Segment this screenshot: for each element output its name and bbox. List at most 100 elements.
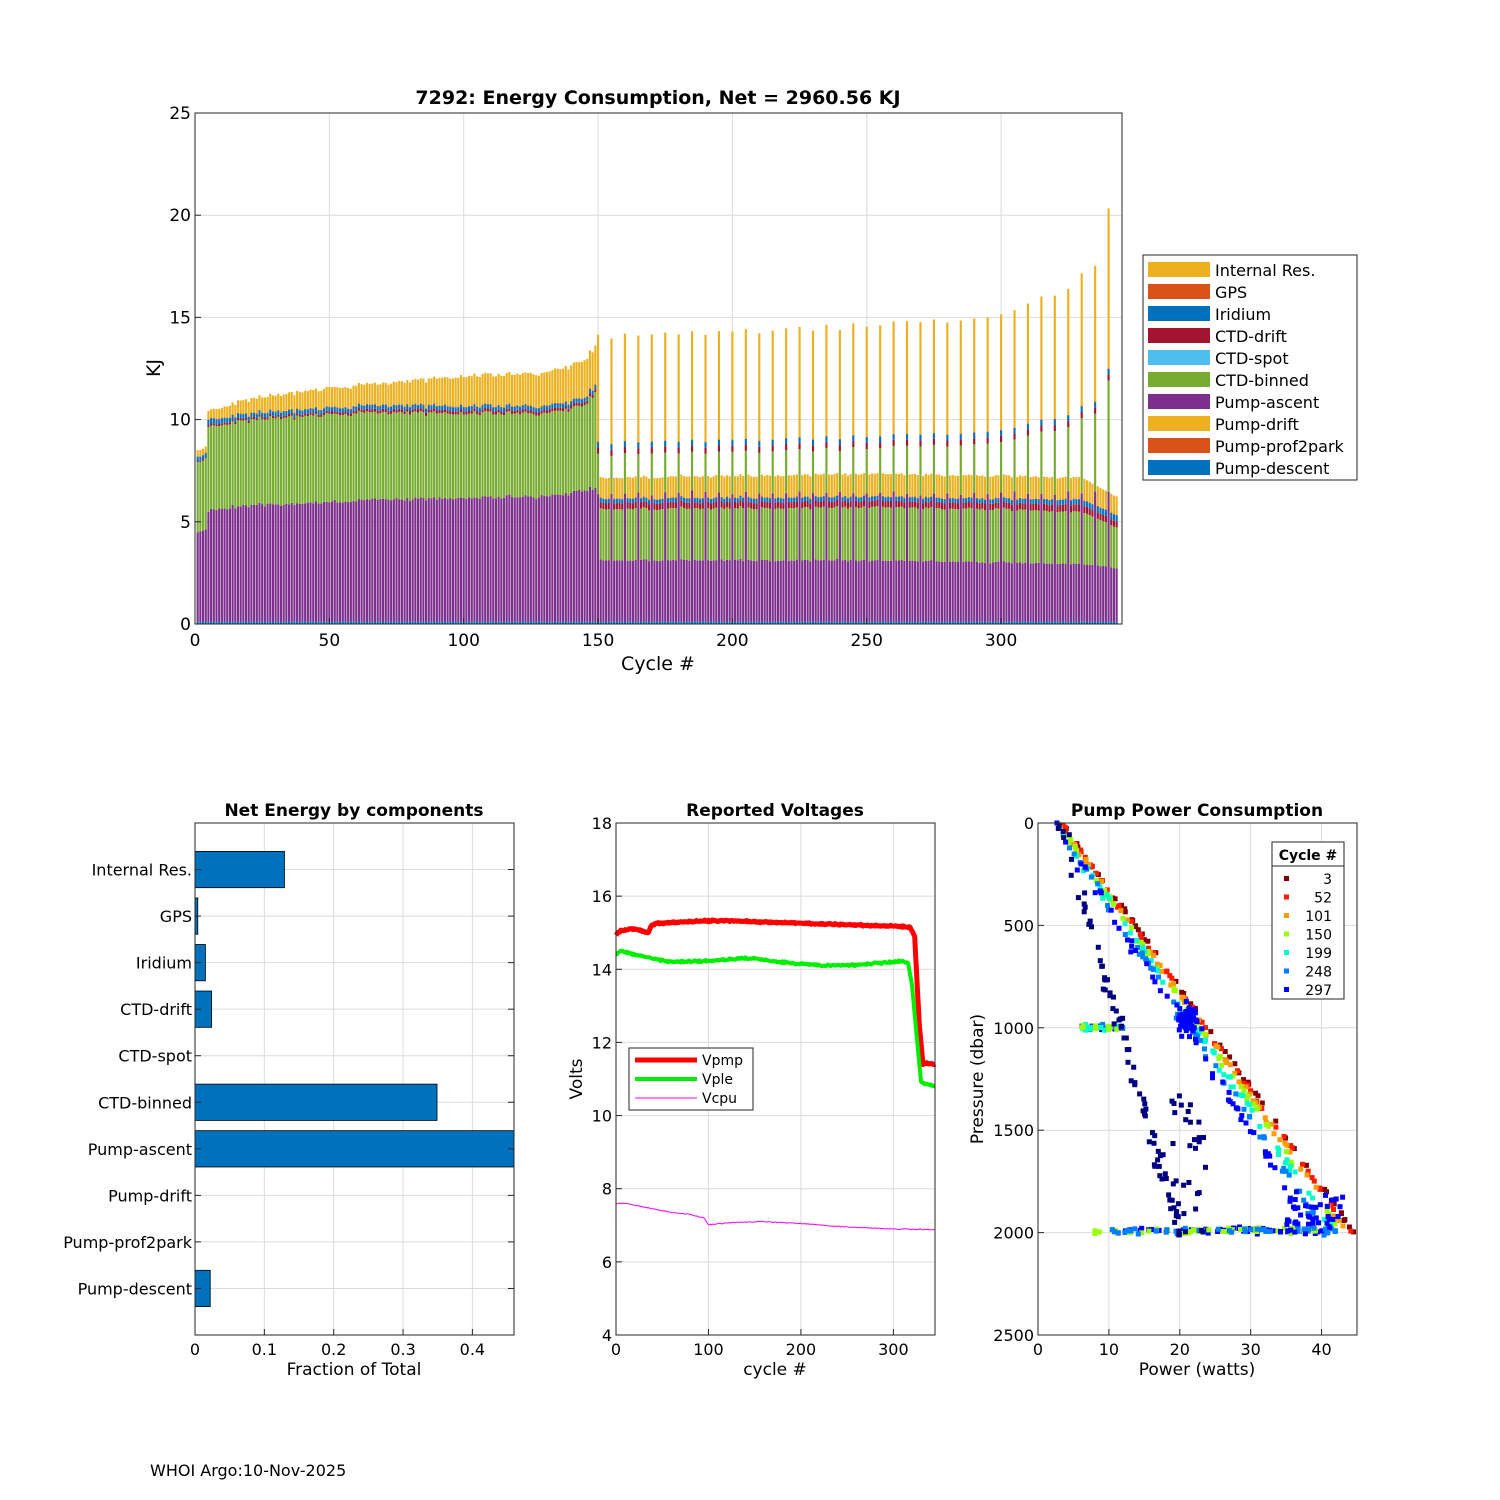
energy-bar-segment [739,558,742,622]
pump-point [1332,1221,1338,1227]
energy-bar-segment [639,498,643,503]
energy-bar-segment [196,461,199,463]
energy-bar-segment [572,398,575,404]
energy-bar-segment [607,621,610,624]
energy-bar-segment [478,377,481,408]
energy-bar-segment [908,497,911,502]
energy-bar-segment [376,499,379,622]
pump-point [1063,839,1069,845]
energy-bar-segment [438,621,441,624]
pump-point [1246,1102,1252,1108]
energy-bar-segment [989,476,992,500]
energy-bar-segment [793,497,796,498]
energy-bar-segment [467,405,471,407]
energy-bar-segment [591,352,594,391]
energy-bar-segment [486,408,489,412]
pump-point [1116,1017,1122,1023]
energy-bar-segment [994,621,997,624]
energy-bar-segment [725,507,729,560]
pump-point [1287,1163,1293,1169]
energy-bar-segment [648,621,651,624]
energy-bar-segment [758,446,761,453]
energy-bar-segment [938,507,941,562]
energy-bar-segment [1069,505,1073,513]
energy-bar-segment [540,413,543,496]
energy-bar-segment [392,404,395,409]
energy-bar-segment [433,408,436,412]
energy-bar-segment [247,507,250,622]
energy-bar-segment [322,621,326,624]
energy-bar-segment [1094,491,1097,622]
pump-point [1111,1021,1117,1027]
energy-bar-segment [750,508,753,561]
energy-bar-segment [532,407,535,412]
energy-bar-segment [376,413,379,500]
energy-bar-segment [763,502,766,509]
energy-bar-segment [333,407,336,412]
energy-bar-segment [1112,520,1116,527]
energy-bar-segment [664,492,667,622]
energy-bar-segment [1051,476,1054,500]
energy-bar-segment [1064,621,1067,624]
energy-bar-segment [379,384,382,406]
energy-bar-segment [930,473,933,497]
energy-bar-segment [551,494,554,622]
pump-point [1191,1007,1197,1013]
energy-bar-segment [677,447,680,454]
energy-bar-segment [1085,506,1089,514]
pump-point [1338,1210,1344,1216]
pump-point [1308,1204,1314,1210]
pump-point [1193,1017,1199,1023]
energy-bar-segment [884,496,887,498]
energy-bar-segment [685,502,688,509]
energy-bar-segment [236,417,240,420]
pump-point [1160,1152,1166,1158]
energy-bar-segment [433,404,436,409]
energy-bar-segment [817,560,820,622]
energy-bar-segment [607,560,610,622]
energy-bar-segment [433,411,436,498]
energy-bar-segment [416,409,420,413]
energy-bar-segment [1026,429,1030,436]
energy-bar-segment [1040,419,1043,426]
energy-bar-segment [747,496,750,498]
pump-point [1135,945,1141,950]
energy-bar-segment [524,621,527,624]
energy-bar-segment [932,432,935,434]
energy-bar-segment [360,409,363,413]
energy-legend-swatch [1148,350,1210,365]
energy-bar-segment [1110,621,1113,624]
energy-bar-segment [1067,414,1070,416]
energy-bar-segment [645,501,648,508]
energy-bar-segment [736,498,739,503]
energy-bar-segment [623,447,626,454]
energy-bar-segment [392,404,395,405]
energy-bar-segment [1013,433,1016,440]
energy-bar-segment [932,438,935,445]
energy-bar-segment [226,406,229,418]
energy-bar-segment [967,474,970,497]
energy-bar-segment [220,418,223,419]
energy-bar-segment [967,497,970,502]
energy-bar-segment [838,330,841,439]
energy-bar-segment [744,491,747,622]
energy-bar-segment [803,621,807,624]
energy-bar-segment [615,503,618,510]
energy-bar-segment [747,501,750,508]
energy-bar-segment [336,502,339,622]
pump-ytick-label: 2000 [993,1224,1034,1243]
energy-bar-segment [844,500,847,507]
energy-bar-segment [588,486,592,622]
energy-bar-segment [556,402,559,404]
pump-point [1346,1224,1352,1230]
energy-bar-segment [296,390,299,409]
energy-bar-segment [994,497,997,499]
energy-bar-segment [301,392,304,411]
pump-point [1219,1046,1224,1052]
energy-bar-segment [1094,407,1097,414]
energy-bar-segment [553,368,557,403]
energy-bar-segment [771,439,774,446]
energy-bar-segment [497,621,500,624]
energy-bar-segment [803,474,807,497]
energy-bar-segment [355,385,358,407]
